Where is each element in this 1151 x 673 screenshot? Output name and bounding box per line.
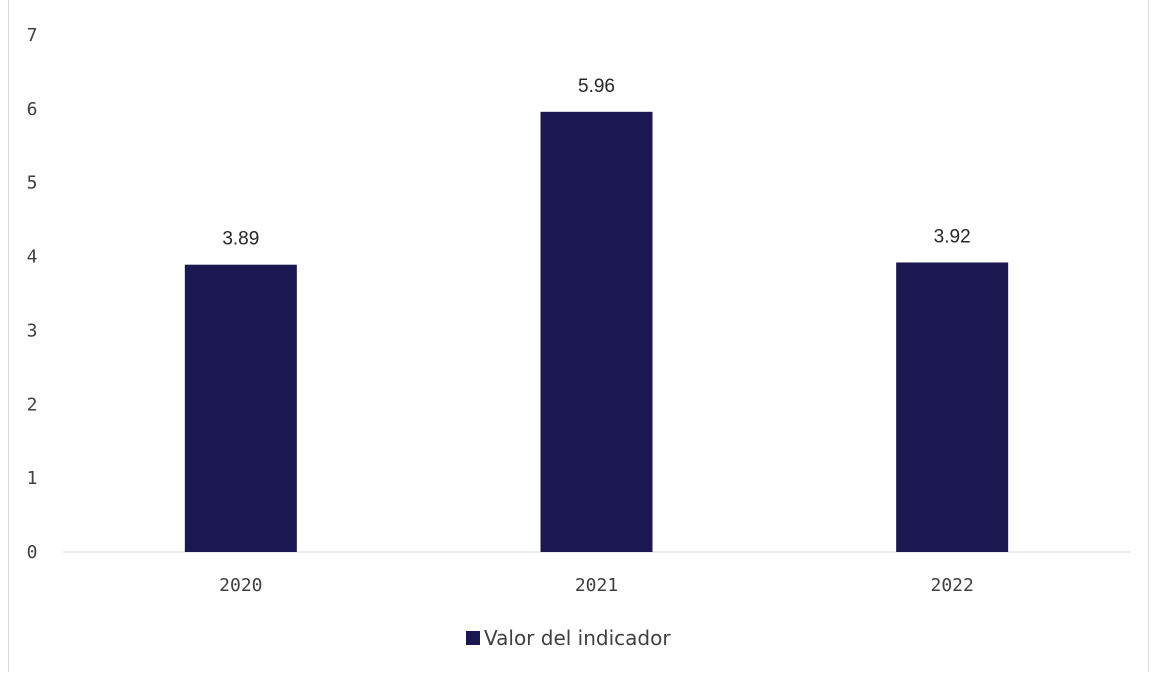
x-tick-label: 2020	[219, 575, 262, 596]
y-tick-label: 1	[27, 468, 38, 489]
y-tick-label: 5	[27, 173, 38, 194]
y-tick-label: 0	[27, 542, 38, 563]
legend-label: Valor del indicador	[484, 626, 671, 650]
data-label: 5.96	[578, 76, 615, 97]
y-tick-label: 6	[27, 99, 38, 120]
y-tick-label: 4	[27, 247, 38, 268]
x-tick-label: 2022	[930, 575, 973, 596]
data-label: 3.92	[934, 226, 971, 247]
legend: Valor del indicador	[466, 626, 671, 650]
chart-frame	[8, 0, 1149, 672]
x-tick-label: 2021	[575, 575, 618, 596]
legend-swatch	[466, 631, 480, 645]
y-tick-label: 2	[27, 394, 38, 415]
bar	[896, 262, 1009, 552]
y-axis: 0 1 2 3 4 5 6 7	[27, 25, 38, 563]
data-label: 3.89	[222, 229, 259, 250]
y-tick-label: 3	[27, 320, 38, 341]
x-axis: 2020 2021 2022	[219, 575, 974, 596]
bar	[184, 264, 297, 552]
y-tick-label: 7	[27, 25, 38, 46]
bars: 3.89 5.96 3.92	[184, 76, 1009, 552]
bar	[540, 111, 653, 552]
